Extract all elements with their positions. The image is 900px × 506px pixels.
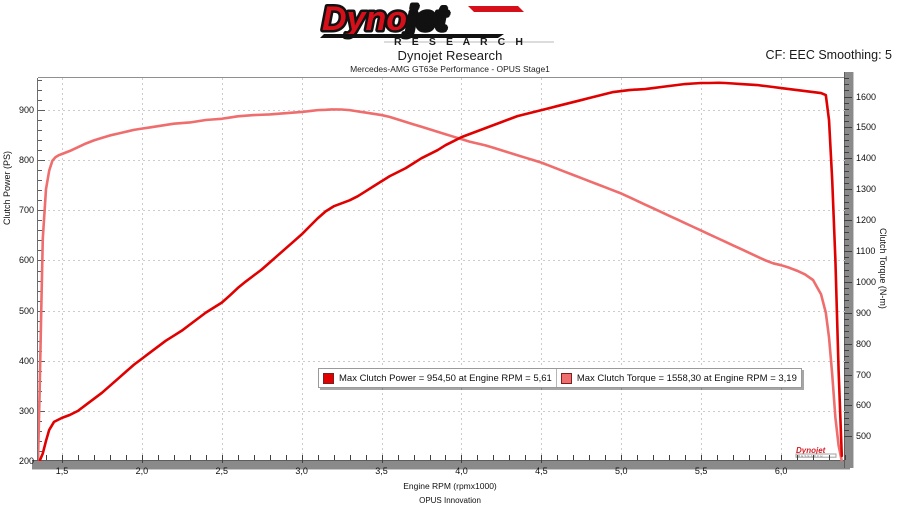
x-tick-5,5: 5,5 bbox=[694, 466, 708, 476]
legend-item-torque[interactable]: Max Clutch Torque = 1558,30 at Engine RP… bbox=[555, 369, 801, 387]
y-tick-left-600: 600 bbox=[18, 255, 34, 266]
legend-label-power: Max Clutch Power = 954,50 at Engine RPM … bbox=[339, 372, 552, 384]
y-axis-right-ticks-svg bbox=[844, 78, 852, 437]
y-tick-left-400: 400 bbox=[18, 355, 34, 366]
clutch-torque-curve bbox=[38, 108, 844, 461]
dynojet-logo-svg: Dynojet Dyno jet R E S E A R C H bbox=[320, 0, 554, 46]
y-tick-right-700: 700 bbox=[856, 369, 872, 380]
y-tick-left-300: 300 bbox=[18, 405, 34, 416]
y-tick-left-500: 500 bbox=[18, 305, 34, 316]
y-tick-right-1100: 1100 bbox=[856, 245, 876, 256]
page-subtitle: Mercedes-AMG GT63e Performance - OPUS St… bbox=[350, 64, 550, 74]
y-tick-left-700: 700 bbox=[18, 205, 34, 216]
y-axis-right-title: Clutch Torque (N-m) bbox=[878, 228, 888, 309]
plot-top-border bbox=[38, 77, 845, 78]
plot-curves bbox=[38, 81, 844, 461]
clutch-power-curve bbox=[38, 81, 844, 461]
y-tick-right-500: 500 bbox=[856, 431, 872, 442]
y-tick-right-800: 800 bbox=[856, 338, 872, 349]
svg-text:Dyno: Dyno bbox=[322, 0, 407, 38]
y-tick-right-1200: 1200 bbox=[856, 215, 877, 226]
x-axis-bar bbox=[32, 460, 850, 470]
x-tick-3,0: 3,0 bbox=[295, 466, 308, 476]
legend-swatch-power bbox=[323, 372, 334, 384]
legend-item-power[interactable]: Max Clutch Power = 954,50 at Engine RPM … bbox=[319, 369, 556, 387]
y-tick-right-600: 600 bbox=[856, 400, 872, 411]
footer-text: OPUS Innovation bbox=[419, 496, 481, 505]
dynojet-logo: Dynojet Dyno jet R E S E A R C H bbox=[0, 0, 900, 46]
svg-text:Dynojet: Dynojet bbox=[796, 446, 826, 455]
svg-text:RESEARCH: RESEARCH bbox=[798, 454, 823, 458]
svg-text:jet: jet bbox=[406, 0, 451, 38]
page-title: Dynojet Research bbox=[397, 48, 503, 63]
y-tick-right-1000: 1000 bbox=[856, 276, 877, 287]
x-tick-1,5: 1,5 bbox=[55, 466, 69, 476]
x-tick-5,0: 5,0 bbox=[615, 466, 628, 476]
svg-text:R E S E A R C H: R E S E A R C H bbox=[394, 36, 527, 46]
y-tick-right-1300: 1300 bbox=[856, 184, 877, 195]
y-tick-left-900: 900 bbox=[18, 105, 34, 116]
x-tick-2,5: 2,5 bbox=[215, 466, 229, 476]
y-axis-left-title: Clutch Power (PS) bbox=[2, 150, 12, 225]
x-tick-6,0: 6,0 bbox=[774, 466, 788, 476]
y-tick-right-1500: 1500 bbox=[856, 122, 877, 133]
svg-text:Dynojet: Dynojet bbox=[322, 0, 448, 38]
legend-swatch-torque bbox=[560, 372, 572, 384]
x-tick-2,0: 2,0 bbox=[135, 466, 149, 476]
legend-label-torque: Max Clutch Torque = 1558,30 at Engine RP… bbox=[576, 372, 797, 384]
plot-left-border bbox=[37, 78, 38, 460]
dynojet-watermark-icon: Dynojet RESEARCH bbox=[795, 446, 837, 458]
y-tick-right-900: 900 bbox=[856, 307, 872, 318]
chart-legend[interactable]: Max Clutch Power = 954,50 at Engine RPM … bbox=[318, 368, 802, 388]
x-tick-3,5: 3,5 bbox=[375, 466, 388, 476]
x-axis-ticks-svg bbox=[46, 455, 846, 463]
y-tick-left-800: 800 bbox=[18, 155, 34, 166]
x-axis-title: Engine RPM (rpmx1000) bbox=[403, 481, 497, 491]
x-tick-4,5: 4,5 bbox=[535, 466, 548, 476]
y-tick-right-1600: 1600 bbox=[856, 91, 877, 102]
plot-gridlines bbox=[38, 78, 845, 461]
cf-smoothing-note: CF: EEC Smoothing: 5 bbox=[765, 48, 892, 62]
y-tick-right-1400: 1400 bbox=[856, 153, 877, 164]
y-tick-left-200: 200 bbox=[18, 456, 34, 466]
x-tick-4,0: 4,0 bbox=[455, 466, 468, 476]
